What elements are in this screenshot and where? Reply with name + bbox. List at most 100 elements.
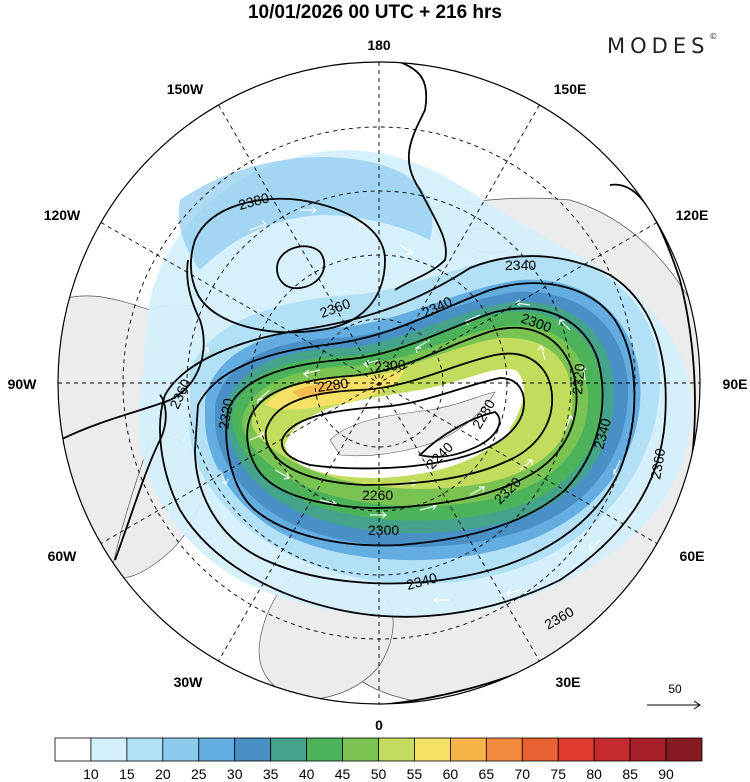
colorbar-swatch bbox=[162, 737, 200, 762]
colorbar bbox=[54, 737, 703, 762]
contour-label: 2340 bbox=[505, 257, 536, 273]
colorbar-swatch bbox=[593, 737, 631, 762]
wind-arrow bbox=[299, 449, 315, 458]
lon-label-60w: 60W bbox=[48, 548, 78, 564]
contour-label: 2260 bbox=[362, 487, 393, 503]
contour-2240 bbox=[418, 411, 501, 458]
wind-arrow bbox=[370, 511, 387, 519]
wind-arrow bbox=[613, 459, 621, 475]
wind-arrow bbox=[433, 596, 450, 604]
colorbar-swatch bbox=[557, 737, 595, 762]
low-core-land bbox=[329, 391, 496, 457]
lon-label-180: 180 bbox=[367, 37, 391, 53]
lon-label-0: 0 bbox=[375, 717, 383, 733]
wind-arrow bbox=[519, 459, 533, 471]
colorbar-tick-label: 15 bbox=[119, 766, 135, 782]
lon-label-90e: 90E bbox=[723, 376, 748, 392]
wind-band-65 bbox=[292, 383, 345, 398]
map-disk: 2380 2360 2360 2360 2360 2340 2340 2340 … bbox=[58, 62, 700, 704]
arrow-right-icon bbox=[693, 700, 701, 710]
wind-arrow bbox=[415, 339, 431, 354]
colorbar-tick-label: 90 bbox=[658, 766, 674, 782]
pacific-jet bbox=[178, 156, 433, 270]
colorbar-tick-label: 55 bbox=[406, 766, 423, 782]
lon-label-150w: 150W bbox=[167, 81, 204, 97]
contour-2280 bbox=[264, 352, 553, 486]
colorbar-swatch bbox=[629, 737, 667, 762]
contour-label: 2300 bbox=[368, 522, 399, 538]
lon-label-150e: 150E bbox=[554, 81, 587, 97]
contour-label: 2340 bbox=[590, 416, 614, 450]
colorbar-tick-label: 20 bbox=[155, 766, 171, 782]
graticule bbox=[58, 62, 700, 704]
colorbar-tick-label: 65 bbox=[478, 766, 495, 782]
reference-vector: 50 bbox=[647, 682, 701, 710]
wind-arrow bbox=[589, 539, 601, 551]
height-contours bbox=[59, 62, 696, 704]
lon-label-120w: 120W bbox=[44, 207, 81, 223]
colorbar-tick-label: 60 bbox=[442, 766, 459, 782]
colorbar-tick-label: 40 bbox=[298, 766, 315, 782]
modes-logo: MODES© bbox=[607, 32, 717, 58]
wind-arrow bbox=[537, 345, 546, 361]
wind-arrow bbox=[303, 369, 321, 378]
lon-label-90w: 90W bbox=[8, 376, 38, 392]
colorbar-swatch bbox=[485, 737, 523, 762]
contour-2380-inner bbox=[276, 245, 326, 289]
colorbar-swatch bbox=[234, 737, 272, 762]
colorbar-swatch bbox=[54, 737, 92, 762]
colorbar-swatch bbox=[126, 737, 164, 762]
colorbar-swatch bbox=[342, 737, 379, 762]
contour-2260 bbox=[280, 377, 525, 470]
colorbar-tick-label: 80 bbox=[586, 766, 602, 782]
colorbar-tick-label: 10 bbox=[83, 766, 99, 782]
colorbar-tick-label: 35 bbox=[262, 766, 279, 782]
contour-2300 bbox=[246, 326, 578, 509]
colorbar-tick-label: 85 bbox=[622, 766, 638, 782]
colorbar-swatch bbox=[378, 737, 415, 762]
wind-arrow bbox=[579, 365, 587, 381]
colorbar-swatch bbox=[665, 737, 703, 762]
contour-2340 bbox=[194, 282, 636, 585]
lon-label-30e: 30E bbox=[556, 674, 581, 690]
wind-speed-shading bbox=[138, 150, 692, 618]
lon-label-30w: 30W bbox=[174, 674, 204, 690]
colorbar-swatch bbox=[414, 737, 451, 762]
colorbar-swatch bbox=[198, 737, 236, 762]
colorbar-tick-label: 70 bbox=[514, 766, 531, 782]
contour-label: 2360 bbox=[647, 447, 668, 481]
contour-labels: 2380 2360 2360 2360 2360 2340 2340 2340 … bbox=[166, 189, 668, 632]
wind-arrow bbox=[274, 469, 290, 480]
wind-arrow bbox=[465, 314, 481, 326]
colorbar-swatch bbox=[449, 737, 487, 762]
wind-arrow bbox=[219, 469, 229, 485]
wind-arrow bbox=[505, 589, 521, 598]
lon-label-60e: 60E bbox=[680, 548, 705, 564]
reference-vector-label: 50 bbox=[668, 682, 682, 696]
contour-label: 2300 bbox=[374, 356, 407, 375]
contour-label: 2320 bbox=[569, 363, 588, 396]
contour-2360-greenland bbox=[114, 394, 167, 561]
colorbar-tick-label: 45 bbox=[334, 766, 351, 782]
contour-label: 2320 bbox=[215, 397, 236, 431]
wind-arrow bbox=[300, 206, 317, 214]
colorbar-swatch bbox=[521, 737, 559, 762]
wind-arrow bbox=[558, 319, 571, 331]
map-title: 10/01/2026 00 UTC + 216 hrs bbox=[247, 2, 503, 23]
contour-2360-left bbox=[59, 259, 205, 441]
contour-2380-high bbox=[189, 197, 386, 334]
colorbar-tick-label: 30 bbox=[226, 766, 243, 782]
colorbar-tick-label: 75 bbox=[550, 766, 567, 782]
wind-arrow bbox=[257, 389, 271, 405]
wind-arrow bbox=[399, 244, 413, 255]
lon-label-120e: 120E bbox=[676, 207, 709, 223]
map-border bbox=[57, 61, 701, 705]
wind-arrow bbox=[469, 486, 485, 496]
colorbar-tick-label: 50 bbox=[370, 766, 387, 782]
brand-text: MODES bbox=[607, 34, 710, 58]
meridian-120e-60w bbox=[100, 222, 658, 544]
colorbar-swatch bbox=[270, 737, 308, 762]
wind-arrow bbox=[249, 220, 267, 231]
contour-label: 2340 bbox=[405, 569, 439, 593]
